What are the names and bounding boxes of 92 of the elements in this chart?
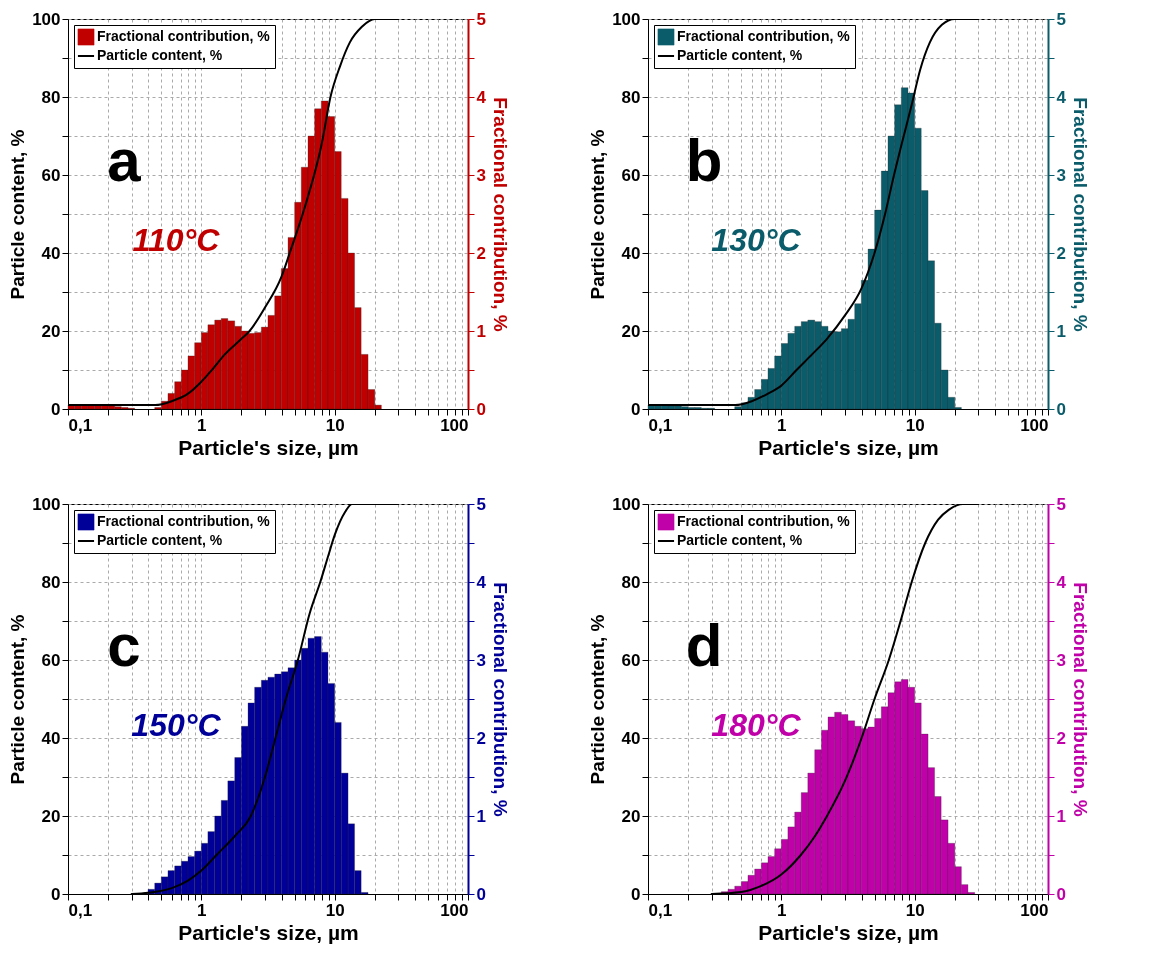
y2-tick-label: 1 [476, 806, 486, 826]
y2-axis-title: Fractional contribution, % [1069, 582, 1091, 817]
y-tick-label: 100 [612, 9, 641, 29]
y2-tick-label: 1 [476, 321, 486, 341]
x-tick-label: 0,1 [648, 900, 673, 920]
y-tick-label: 60 [41, 650, 61, 670]
legend-label: Fractional contribution, % [97, 513, 271, 529]
y-tick-label: 20 [621, 321, 641, 341]
y2-tick-label: 3 [1056, 165, 1066, 185]
y2-tick-label: 0 [476, 399, 486, 419]
annotation: a [107, 127, 142, 195]
y-tick-label: 60 [41, 165, 61, 185]
y-tick-label: 80 [41, 572, 61, 592]
y2-tick-label: 4 [476, 572, 487, 592]
y-tick-label: 80 [41, 87, 61, 107]
x-axis-title: Particle's size, µm [178, 435, 359, 459]
y-tick-label: 40 [41, 728, 61, 748]
y2-tick-label: 0 [476, 884, 486, 904]
legend-label: Particle content, % [677, 47, 803, 63]
y2-tick-label: 2 [476, 728, 486, 748]
y2-tick-label: 4 [476, 87, 487, 107]
y-tick-label: 80 [621, 87, 641, 107]
legend-label: Particle content, % [97, 47, 223, 63]
y2-axis-title: Fractional contribution, % [489, 582, 511, 817]
y2-tick-label: 5 [1056, 9, 1066, 29]
y-axis-title: Particle content, % [7, 614, 29, 785]
y2-tick-label: 3 [476, 165, 486, 185]
y2-tick-label: 1 [1056, 321, 1066, 341]
y-tick-label: 0 [631, 399, 641, 419]
y-tick-label: 60 [621, 650, 641, 670]
x-tick-label: 100 [440, 415, 469, 435]
annotation: 110°C [132, 222, 221, 259]
x-tick-label: 0,1 [648, 415, 673, 435]
x-tick-label: 0,1 [68, 415, 93, 435]
annotation: 180°C [711, 707, 802, 744]
y2-tick-label: 2 [476, 243, 486, 263]
y-tick-label: 20 [41, 321, 61, 341]
y2-axis-title: Fractional contribution, % [1069, 97, 1091, 332]
annotation: c [107, 612, 141, 680]
y2-tick-label: 3 [1056, 650, 1066, 670]
x-tick-label: 10 [905, 415, 925, 435]
y-tick-label: 0 [631, 884, 641, 904]
y2-tick-label: 0 [1056, 884, 1066, 904]
y-tick-label: 60 [621, 165, 641, 185]
y2-tick-label: 5 [476, 9, 486, 29]
legend-label: Fractional contribution, % [97, 28, 271, 44]
x-tick-label: 10 [905, 900, 925, 920]
y-tick-label: 100 [32, 9, 61, 29]
y-axis-title: Particle content, % [7, 129, 29, 300]
legend-label: Fractional contribution, % [677, 28, 851, 44]
annotation: 130°C [711, 222, 802, 259]
x-tick-label: 100 [1020, 415, 1049, 435]
x-axis-title: Particle's size, µm [178, 920, 359, 944]
y-axis-title: Particle content, % [587, 129, 609, 300]
x-tick-label: 1 [197, 900, 207, 920]
x-tick-label: 10 [325, 900, 345, 920]
y-tick-label: 80 [621, 572, 641, 592]
y-tick-label: 40 [621, 243, 641, 263]
y2-tick-label: 4 [1056, 87, 1067, 107]
y2-tick-label: 2 [1056, 728, 1066, 748]
y-tick-label: 40 [41, 243, 61, 263]
y-tick-label: 0 [51, 884, 61, 904]
y-tick-label: 100 [612, 494, 641, 514]
y-axis-title: Particle content, % [587, 614, 609, 785]
x-axis-title: Particle's size, µm [758, 435, 939, 459]
legend-label: Fractional contribution, % [677, 513, 851, 529]
y-tick-label: 20 [621, 806, 641, 826]
y-tick-label: 0 [51, 399, 61, 419]
y2-tick-label: 5 [476, 494, 486, 514]
legend-label: Particle content, % [97, 532, 223, 548]
x-axis-title: Particle's size, µm [758, 920, 939, 944]
legend-label: Particle content, % [677, 532, 803, 548]
y2-tick-label: 1 [1056, 806, 1066, 826]
y2-tick-label: 5 [1056, 494, 1066, 514]
x-tick-label: 10 [325, 415, 345, 435]
x-tick-label: 1 [777, 900, 787, 920]
y-tick-label: 20 [41, 806, 61, 826]
x-tick-label: 100 [1020, 900, 1049, 920]
annotation: b [685, 127, 723, 195]
annotation: d [685, 612, 723, 680]
x-tick-label: 0,1 [68, 900, 93, 920]
annotation: 150°C [131, 707, 222, 744]
x-tick-label: 1 [197, 415, 207, 435]
y2-tick-label: 4 [1056, 572, 1067, 592]
x-tick-label: 1 [777, 415, 787, 435]
x-tick-label: 100 [440, 900, 469, 920]
y2-tick-label: 2 [1056, 243, 1066, 263]
y-tick-label: 100 [32, 494, 61, 514]
y2-axis-title: Fractional contribution, % [489, 97, 511, 332]
y-tick-label: 40 [621, 728, 641, 748]
y2-tick-label: 0 [1056, 399, 1066, 419]
y2-tick-label: 3 [476, 650, 486, 670]
